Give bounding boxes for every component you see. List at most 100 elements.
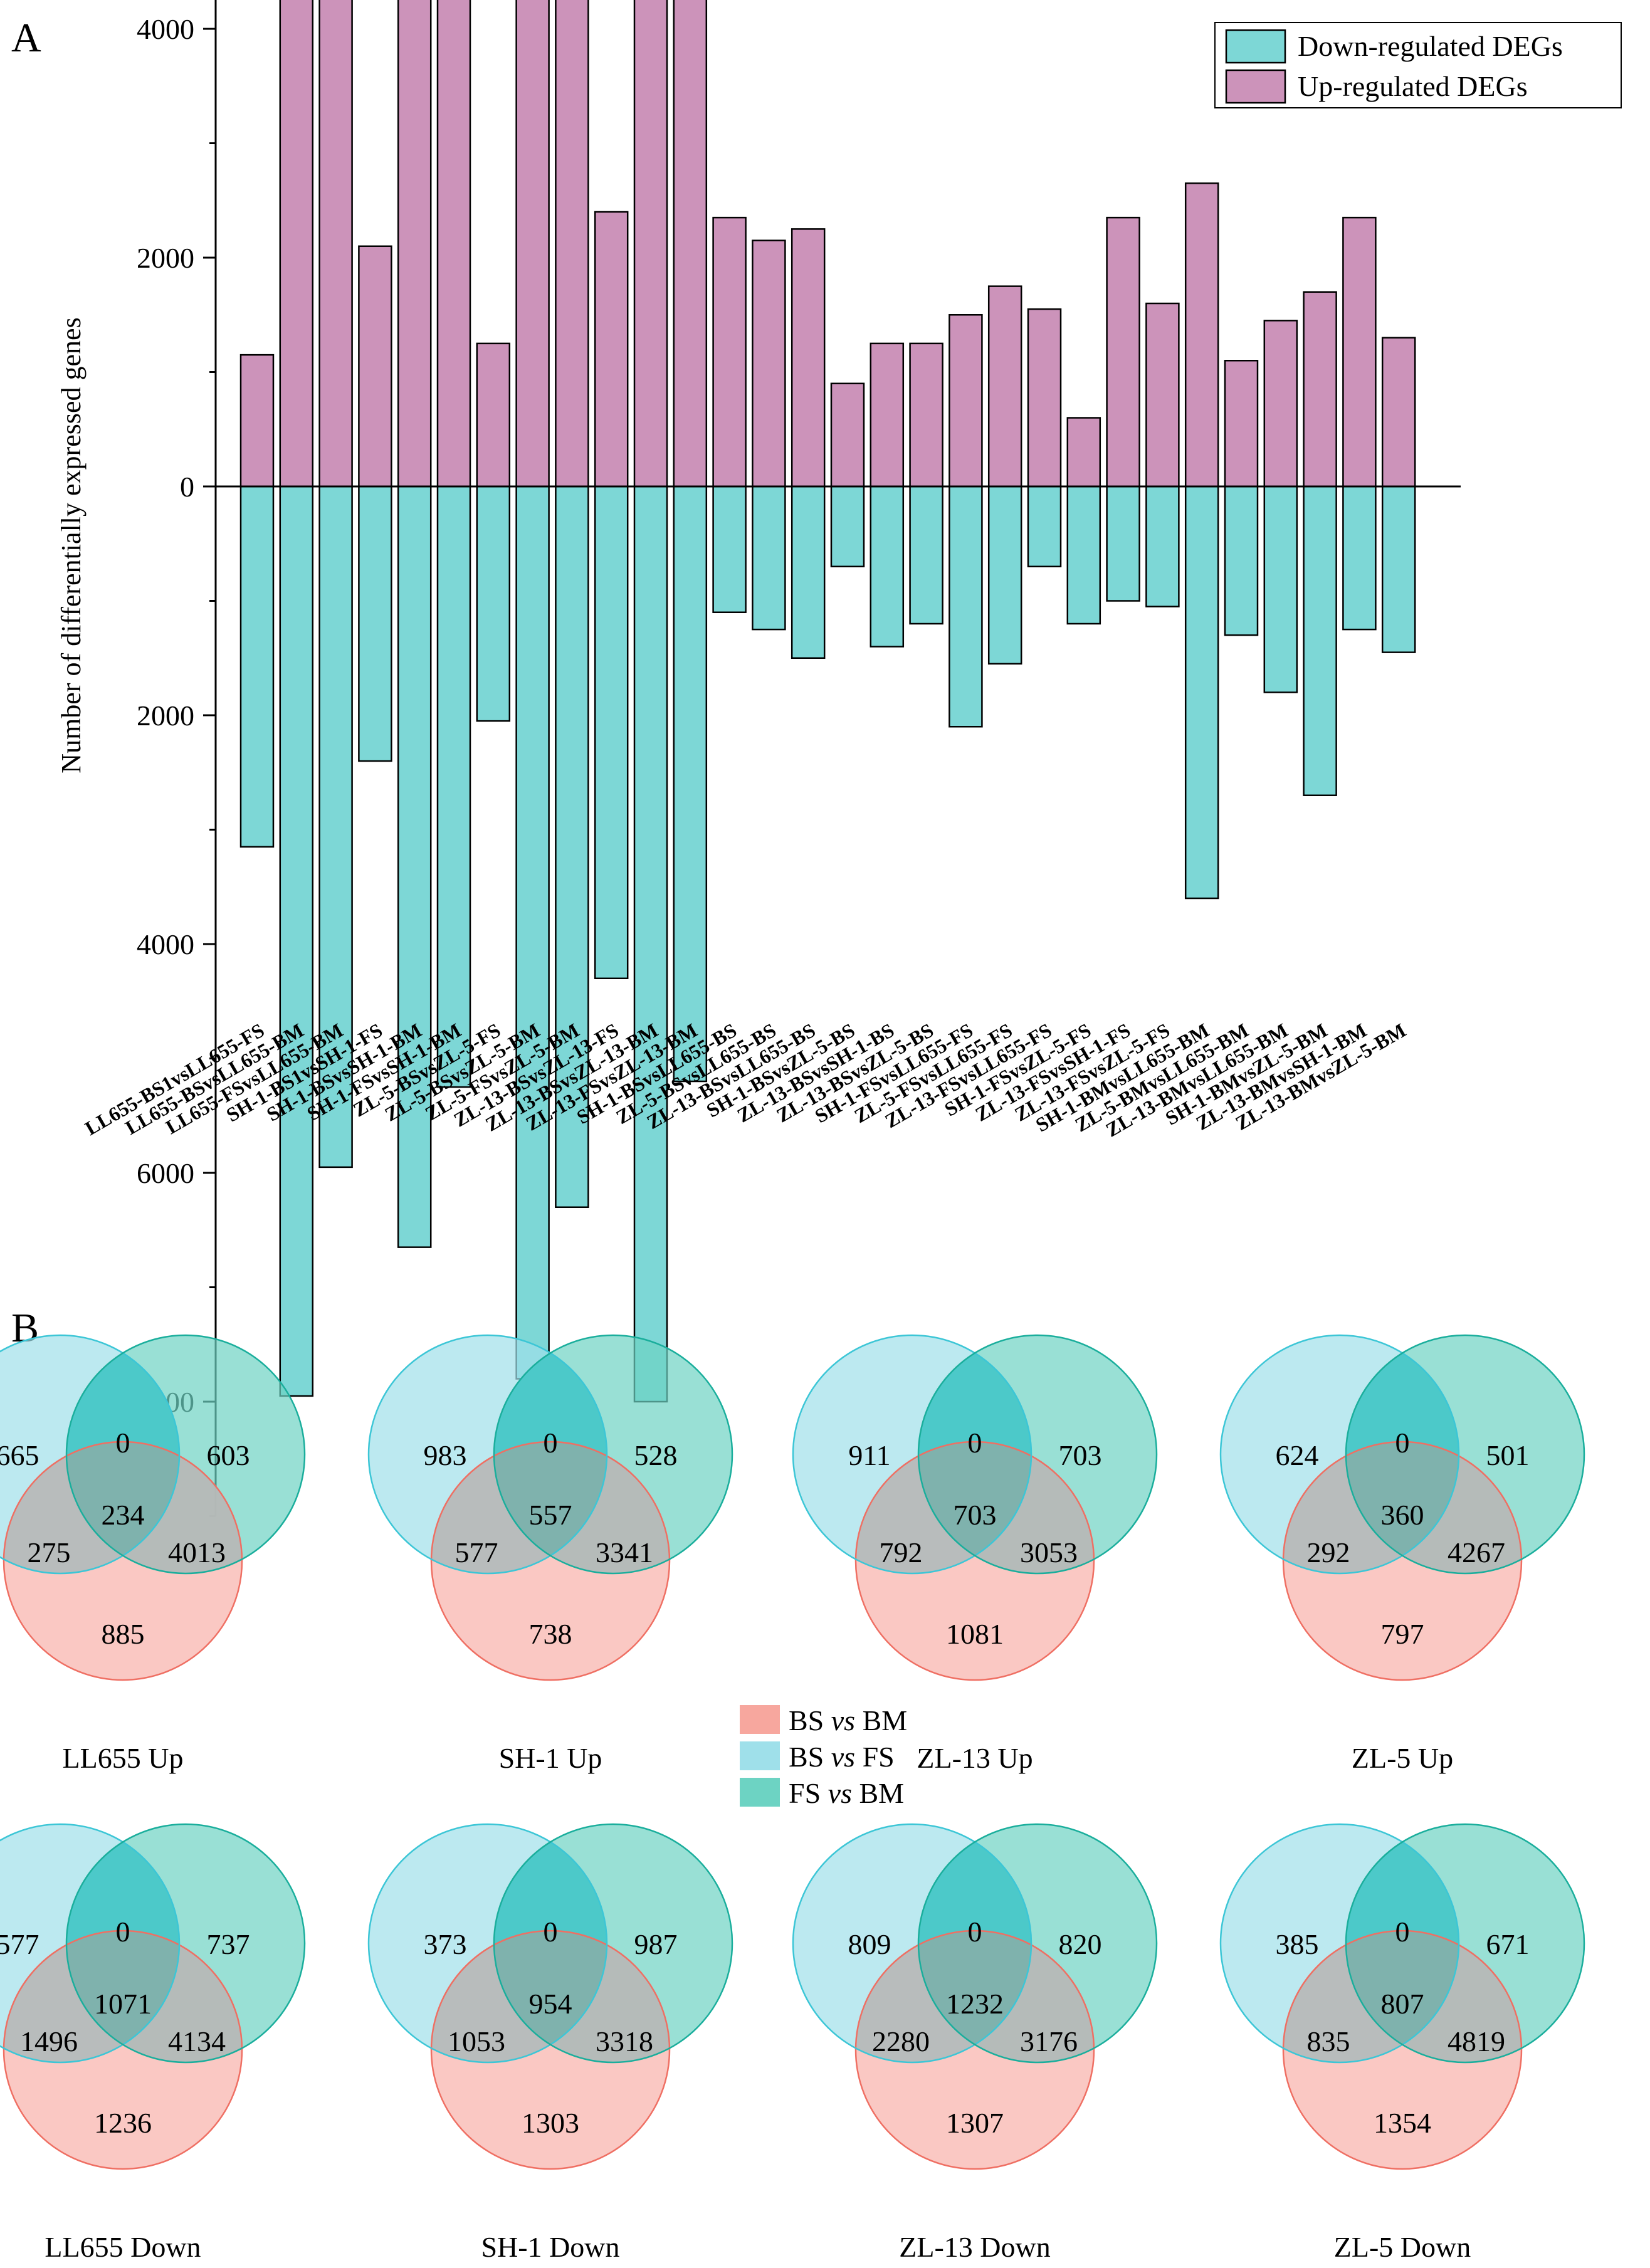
bar-down [791,485,826,659]
venn-region-value: 671 [1486,1928,1530,1960]
bar-down [279,485,314,1397]
bar-down [1106,485,1140,602]
venn-region-value: 0 [544,1427,558,1459]
bar-down [948,485,983,728]
venn-region-value: 501 [1486,1439,1530,1471]
bar-up [1027,308,1062,488]
bar-down [436,485,471,1088]
venn-outline-bs-fs [792,1334,1033,1575]
venn-outline-fs-bm [493,1334,733,1575]
venn-title: LL655 Down [45,2231,201,2263]
venn-region-value: 987 [634,1928,678,1960]
venn-region-value: 0 [968,1916,982,1948]
bar-up [436,0,471,488]
bar-down [870,485,905,648]
venn-region-value: 373 [424,1928,467,1960]
venn-region-value: 385 [1276,1928,1319,1960]
bar-down [1066,485,1101,625]
venn-region-value: 624 [1276,1439,1319,1471]
y-tick-label: 4000 [137,13,194,45]
venn-region-value: 1081 [946,1618,1004,1650]
venn-region-value: 234 [102,1499,145,1531]
venn-legend-swatch-bs-fs [740,1741,780,1770]
panel-label-a: A [11,15,41,61]
venn-overlap-triple [494,1931,607,2062]
venn-diagram: 373 0 987 954 1053 3318 1303 SH-1 Down [367,1823,733,2263]
venn-overlap-triple [494,1442,607,1573]
bar-down [1263,485,1298,693]
venn-outline-bs-bm [854,1441,1095,1681]
venn-region-value: 0 [1395,1427,1410,1459]
venn-outline-fs-bm [1345,1334,1585,1575]
venn-overlap-triple [66,1931,179,2062]
venn-diagrams: 665 0 603 234 275 4013 885 LL655 Up 983 0 528 557 57… [0,1334,1585,2263]
venn-region-value: 911 [848,1439,890,1471]
venn-region-value: 1303 [522,2107,579,2139]
venn-diagram: 983 0 528 557 577 3341 738 SH-1 Up [367,1334,733,1774]
y-tick-label: 6000 [137,1157,194,1189]
bar-down [1224,485,1259,636]
bar-down [1027,485,1062,567]
venn-title: SH-1 Up [499,1742,602,1774]
venn-diagram: 624 0 501 360 292 4267 797 ZL-5 Up [1219,1334,1585,1774]
venn-outline-bs-bm [3,1929,243,2170]
legend-swatch-down [1225,29,1286,64]
venn-outline-bs-fs [792,1823,1033,2064]
venn-legend: BS vs BM BS vs FS FS vs BM [740,1704,907,1809]
venn-overlap-triple [1346,1442,1459,1573]
venn-region-value: 603 [207,1439,250,1471]
venn-outline-bs-bm [3,1441,243,1681]
venn-region-value: 577 [455,1536,498,1568]
bar-up [948,314,983,488]
venn-outline-fs-bm [1345,1823,1585,2064]
venn-region-value: 528 [634,1439,678,1471]
venn-legend-label-bs-fs: BS vs FS [789,1741,895,1773]
venn-region-value: 809 [848,1928,891,1960]
bar-up [515,0,550,488]
venn-outline-bs-fs [0,1823,181,2064]
bar-down [987,485,1022,665]
venn-region-value: 0 [544,1916,558,1948]
venn-region-value: 3341 [596,1536,653,1568]
venn-outline-bs-bm [1282,1441,1523,1681]
y-tick-label: 2000 [137,242,194,274]
venn-overlap-triple [66,1442,179,1573]
bar-up [987,285,1022,488]
legend: Down-regulated DEGs Up-regulated DEGs [1214,22,1622,108]
bar-up [1184,182,1219,488]
bar-down [397,485,432,1248]
venn-diagram: 809 0 820 1232 2280 3176 1307 ZL-13 Down [792,1823,1158,2263]
venn-region-value: 1307 [946,2107,1004,2139]
bar-down [830,485,865,567]
venn-title: LL655 Up [63,1742,184,1774]
venn-region-value: 885 [102,1618,145,1650]
venn-diagram: 577 0 737 1071 1496 4134 1236 LL655 Down [0,1823,306,2263]
y-tick-label: 2000 [137,700,194,732]
venn-outline-bs-bm [430,1929,671,2170]
bar-down [476,485,511,722]
bar-up [239,354,275,488]
venn-region-value: 360 [1381,1499,1424,1531]
bar-down [752,485,786,631]
venn-region-value: 797 [1381,1618,1424,1650]
venn-outline-fs-bm [65,1334,306,1575]
bar-down [1303,485,1337,796]
venn-diagram: 911 0 703 703 792 3053 1081 ZL-13 Up [792,1334,1158,1774]
bar-up [555,0,589,488]
venn-region-value: 1053 [448,2025,505,2057]
y-axis: 60004000200002000400060008000 [137,0,1461,1517]
bar-up [397,0,432,488]
venn-region-value: 738 [529,1618,572,1650]
bar-up [791,228,826,488]
bar-down [1381,485,1416,653]
bar-up [476,342,511,488]
venn-outline-fs-bm [65,1823,306,2064]
bar-chart: 60004000200002000400060008000 LL655-BS1v… [56,0,1622,1517]
venn-region-value: 0 [116,1427,130,1459]
venn-diagram: 385 0 671 807 835 4819 1354 ZL-5 Down [1219,1823,1585,2263]
venn-region-value: 983 [424,1439,467,1471]
bar-down [909,485,943,625]
venn-outline-bs-bm [430,1441,671,1681]
venn-region-value: 3176 [1020,2025,1078,2057]
